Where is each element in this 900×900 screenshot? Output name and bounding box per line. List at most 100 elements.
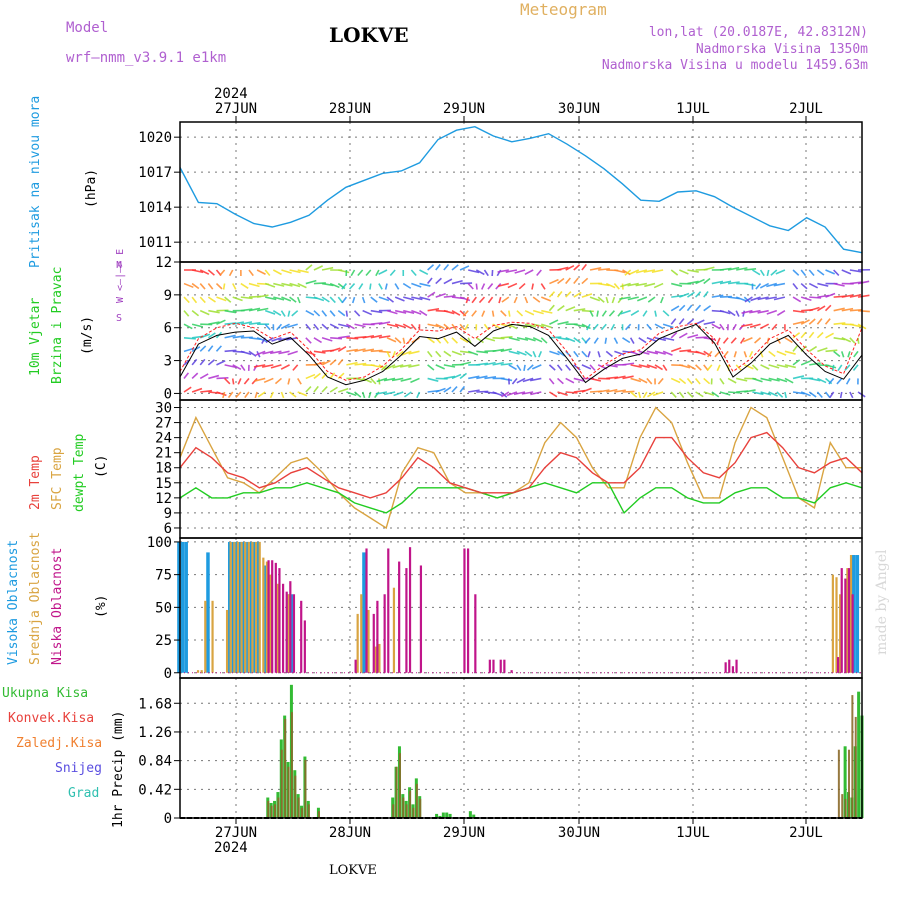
y-tick-label: 18 — [155, 461, 172, 477]
wind-arrow — [548, 304, 555, 312]
wind-arrow — [349, 283, 356, 290]
mid-cloud-bar — [258, 541, 261, 673]
wind-arrow — [354, 391, 362, 398]
wind-arrow — [208, 321, 220, 326]
wind-arrow — [742, 310, 746, 317]
conv-precip-bar — [412, 807, 415, 818]
wind-arrow — [378, 335, 391, 339]
wind-arrow — [817, 377, 827, 384]
low-cloud-bar — [267, 560, 270, 673]
wind-arrow — [385, 364, 396, 370]
wind-arrow — [622, 337, 631, 344]
wind-arrow — [660, 296, 664, 304]
wind-arrow — [800, 282, 808, 290]
wind-arrow — [338, 323, 350, 328]
wind-arrow — [337, 346, 347, 353]
wind-arrow — [557, 277, 565, 285]
wind-arrow — [557, 266, 569, 271]
wind-arrow — [248, 269, 254, 277]
high-cloud-bar — [206, 552, 210, 673]
wind-arrow — [386, 309, 398, 315]
x-tick-label-top: 28JUN — [329, 101, 371, 117]
wind-arrow — [199, 358, 206, 366]
wind-arrow — [256, 294, 269, 298]
wind-arrow — [497, 269, 509, 273]
wind-arrow — [601, 310, 607, 317]
conv-precip-bar — [304, 759, 307, 818]
wind-arrow — [361, 391, 366, 399]
wind-arrow — [443, 364, 456, 368]
wind-arrow — [362, 309, 373, 316]
wind-arrow — [459, 385, 466, 393]
wind-arrow — [248, 350, 257, 357]
precip-label-3: Zaledj.Kisa — [16, 736, 103, 751]
pressure-label: Pritisak na nivou mora — [28, 95, 43, 268]
wind-arrow — [768, 364, 780, 369]
wind-arrow — [243, 377, 250, 385]
wind-arrow — [484, 337, 496, 342]
high-cloud-bar — [362, 552, 366, 673]
wind-arrow — [686, 391, 694, 398]
wind-arrow — [841, 307, 854, 312]
wind-arrow — [775, 269, 786, 275]
wind-arrow — [256, 337, 267, 343]
wind-arrow — [849, 323, 861, 328]
cloud-unit: (%) — [94, 594, 109, 618]
wind-arrow — [548, 291, 556, 298]
wind-arrow — [330, 336, 343, 340]
wind-arrow — [557, 305, 565, 312]
temp-label-1: 2m Temp — [28, 455, 43, 510]
wind-arrow — [199, 345, 207, 352]
wind-arrow — [338, 269, 350, 274]
low-cloud-bar — [372, 613, 375, 673]
wind-arrow — [483, 269, 489, 277]
wind-arrow — [687, 334, 699, 339]
wind-arrow — [776, 377, 788, 383]
wind-arrow — [581, 387, 592, 393]
wind-arrow — [321, 310, 328, 317]
wind-arrow — [716, 337, 721, 344]
wind-arrow — [487, 296, 494, 304]
wind-arrow — [596, 310, 599, 317]
wind-arrow — [341, 296, 348, 304]
wind-arrow — [451, 373, 462, 380]
wind-arrow — [857, 309, 870, 313]
wind-arrow — [784, 391, 788, 399]
wind-arrow — [808, 391, 817, 398]
wind-arrow — [368, 391, 372, 399]
wind-arrow — [475, 337, 484, 344]
wind-arrow — [719, 267, 732, 271]
wind-arrow — [548, 364, 556, 371]
wind-arrow — [215, 282, 223, 290]
wind-arrow — [305, 264, 313, 271]
wind-arrow — [254, 391, 258, 399]
high-cloud-bar — [184, 541, 188, 673]
conv-precip-bar — [415, 783, 418, 818]
wind-arrow — [313, 265, 323, 271]
wind-arrow — [404, 391, 412, 398]
panel-frame — [179, 261, 863, 401]
wind-arrow — [619, 296, 631, 300]
meteogram-title: Meteogram — [520, 0, 607, 19]
low-cloud-bar — [847, 568, 851, 673]
wind-arrow — [614, 375, 626, 380]
wind-arrow — [784, 337, 793, 344]
wind-arrow — [394, 309, 407, 314]
wind-arrow — [679, 364, 691, 369]
y-tick-label: 1.68 — [138, 696, 172, 712]
wind-arrow — [354, 348, 366, 353]
wind-arrow — [410, 377, 420, 384]
wind-arrow — [754, 337, 762, 344]
wind-arrow — [565, 264, 575, 271]
wind-unit: (m/s) — [80, 315, 95, 355]
wind-arrow — [526, 364, 534, 371]
wind-arrow — [224, 309, 237, 314]
x-tick-label-bottom: 1JUL — [676, 825, 710, 841]
wind-arrow — [857, 294, 870, 298]
wind-arrow — [531, 364, 542, 370]
wind-arrow — [507, 282, 518, 289]
wind-arrow — [638, 350, 650, 355]
wind-arrow — [597, 351, 601, 358]
wind-arrow — [208, 309, 220, 314]
wind-arrow — [391, 377, 404, 382]
